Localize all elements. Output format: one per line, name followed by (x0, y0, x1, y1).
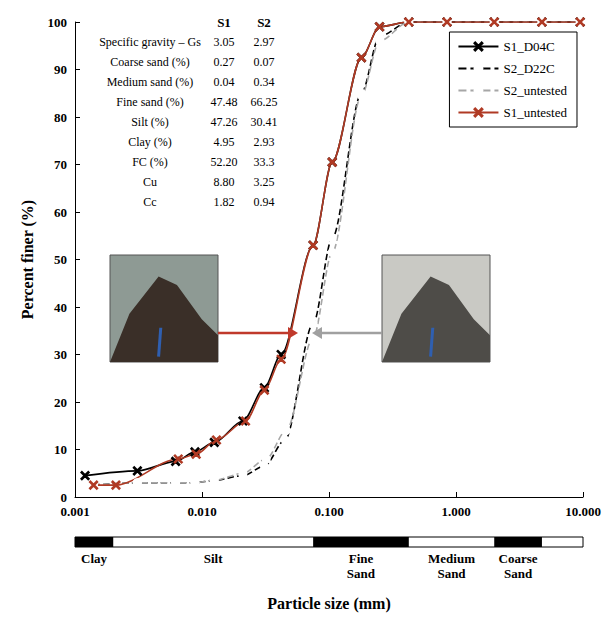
svg-text:S1: S1 (217, 15, 231, 30)
svg-text:0: 0 (61, 490, 68, 505)
svg-text:Medium sand (%): Medium sand (%) (107, 75, 194, 89)
svg-text:0.001: 0.001 (60, 504, 89, 519)
svg-text:80: 80 (54, 110, 67, 125)
svg-text:Clay: Clay (81, 551, 108, 566)
svg-text:47.26: 47.26 (211, 115, 238, 129)
svg-text:66.25: 66.25 (251, 95, 278, 109)
svg-text:3.25: 3.25 (254, 175, 275, 189)
svg-text:Cc: Cc (143, 195, 156, 209)
svg-text:30.41: 30.41 (251, 115, 278, 129)
svg-text:Sand: Sand (504, 566, 533, 581)
svg-text:1.000: 1.000 (441, 504, 470, 519)
svg-text:10.000: 10.000 (565, 504, 601, 519)
svg-text:8.80: 8.80 (214, 175, 235, 189)
svg-text:3.05: 3.05 (214, 35, 235, 49)
svg-text:Sand: Sand (437, 566, 466, 581)
svg-text:1.82: 1.82 (214, 195, 235, 209)
svg-text:33.3: 33.3 (254, 155, 275, 169)
svg-text:4.95: 4.95 (214, 135, 235, 149)
svg-text:0.34: 0.34 (254, 75, 275, 89)
svg-text:2.97: 2.97 (254, 35, 275, 49)
svg-text:Specific gravity – Gs: Specific gravity – Gs (99, 35, 201, 49)
svg-text:52.20: 52.20 (211, 155, 238, 169)
svg-text:70: 70 (54, 157, 67, 172)
svg-text:60: 60 (54, 205, 67, 220)
svg-text:Coarse sand (%): Coarse sand (%) (110, 55, 189, 69)
svg-text:30: 30 (54, 347, 67, 362)
svg-text:0.100: 0.100 (314, 504, 343, 519)
svg-text:Silt: Silt (204, 551, 223, 566)
svg-text:Fine: Fine (349, 551, 374, 566)
svg-text:Sand: Sand (347, 566, 376, 581)
svg-text:100: 100 (48, 15, 68, 30)
svg-text:Percent finer (%): Percent finer (%) (19, 200, 37, 319)
svg-text:Particle size (mm): Particle size (mm) (267, 595, 390, 613)
svg-text:0.010: 0.010 (187, 504, 216, 519)
svg-text:S2_D22C: S2_D22C (503, 61, 554, 76)
svg-text:2.93: 2.93 (254, 135, 275, 149)
svg-text:0.04: 0.04 (214, 75, 235, 89)
svg-text:0.94: 0.94 (254, 195, 275, 209)
svg-text:0.27: 0.27 (214, 55, 235, 69)
svg-text:Silt (%): Silt (%) (131, 115, 169, 129)
svg-text:Clay (%): Clay (%) (128, 135, 172, 149)
svg-text:50: 50 (54, 252, 67, 267)
svg-text:10: 10 (54, 442, 67, 457)
svg-text:S1_untested: S1_untested (503, 105, 567, 120)
svg-text:20: 20 (54, 395, 67, 410)
svg-text:47.48: 47.48 (211, 95, 238, 109)
svg-text:Medium: Medium (428, 551, 475, 566)
svg-text:90: 90 (54, 62, 67, 77)
svg-text:40: 40 (54, 300, 67, 315)
svg-text:0.07: 0.07 (254, 55, 275, 69)
svg-text:S2_untested: S2_untested (503, 83, 567, 98)
svg-text:S1_D04C: S1_D04C (503, 39, 554, 54)
svg-text:Coarse: Coarse (499, 551, 538, 566)
svg-text:Fine sand (%): Fine sand (%) (116, 95, 183, 109)
svg-text:Cu: Cu (143, 175, 157, 189)
svg-text:FC (%): FC (%) (132, 155, 168, 169)
svg-text:S2: S2 (257, 15, 271, 30)
